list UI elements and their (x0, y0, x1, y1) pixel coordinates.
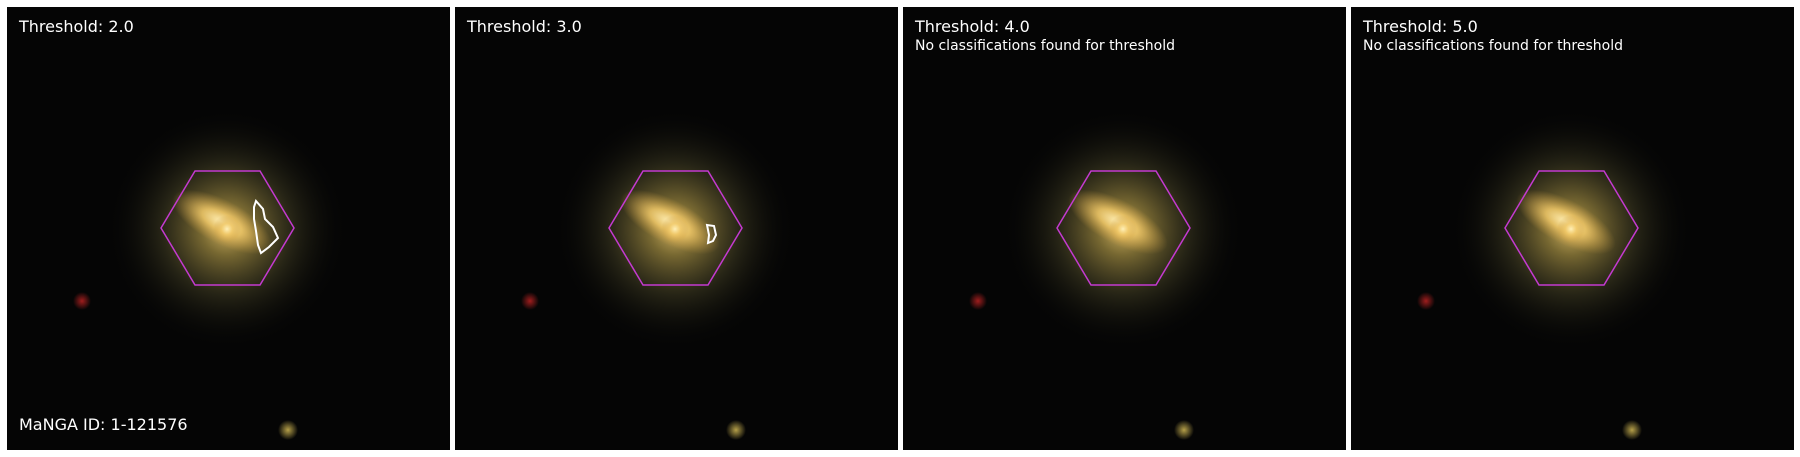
threshold-label: Threshold: 2.0 (19, 17, 134, 36)
yellow-star (1622, 420, 1642, 440)
classification-contour (705, 223, 718, 245)
galaxy-core (1557, 215, 1585, 243)
red-star (1417, 292, 1435, 310)
galaxy-core (213, 215, 241, 243)
manga-id-label: MaNGA ID: 1-121576 (19, 415, 188, 434)
classification-contour (253, 199, 280, 255)
ifu-hexagon (1056, 170, 1191, 286)
ifu-hexagon (608, 170, 743, 286)
no-classification-note: No classifications found for threshold (915, 38, 1175, 54)
red-star (521, 292, 539, 310)
galaxy-image (521, 109, 795, 440)
image-panel-threshold-4: Threshold: 4.0 No classifications found … (903, 7, 1346, 450)
yellow-star (278, 420, 298, 440)
red-star (969, 292, 987, 310)
galaxy-image (969, 109, 1243, 440)
galaxy-image (73, 109, 347, 440)
galaxy-image (1417, 109, 1691, 440)
ifu-hexagon (160, 170, 295, 286)
no-classification-note: No classifications found for threshold (1363, 38, 1623, 54)
ifu-hexagon (1504, 170, 1639, 286)
galaxy-core (1109, 215, 1137, 243)
yellow-star (726, 420, 746, 440)
threshold-label: Threshold: 5.0 (1363, 17, 1478, 36)
yellow-star (1174, 420, 1194, 440)
threshold-label: Threshold: 3.0 (467, 17, 582, 36)
red-star (73, 292, 91, 310)
image-panel-threshold-2: Threshold: 2.0 MaNGA ID: 1-121576 (7, 7, 450, 450)
image-panel-threshold-3: Threshold: 3.0 (455, 7, 898, 450)
threshold-label: Threshold: 4.0 (915, 17, 1030, 36)
image-panel-threshold-5: Threshold: 5.0 No classifications found … (1351, 7, 1794, 450)
galaxy-core (661, 215, 689, 243)
